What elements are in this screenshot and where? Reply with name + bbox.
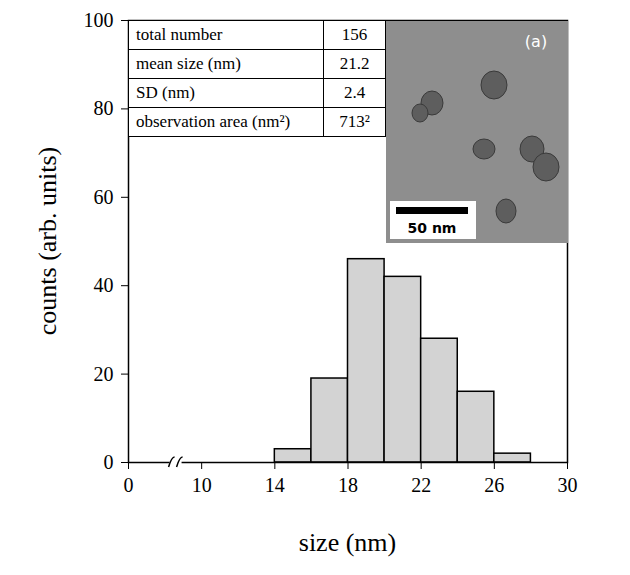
html-text:size (nm): size (nm) <box>298 528 397 557</box>
svg-text:80: 80 <box>94 97 114 119</box>
html-text:counts (arb. units): counts (arb. units) <box>33 146 62 336</box>
html-text:156: 156 <box>341 25 368 44</box>
svg-text:14: 14 <box>265 474 285 496</box>
html-text:observation area (nm²): observation area (nm²) <box>136 112 291 131</box>
html-text:mean size (nm): mean size (nm) <box>136 54 241 73</box>
svg-text:50 nm: 50 nm <box>408 220 457 236</box>
html-text:2.4: 2.4 <box>343 83 366 102</box>
svg-text:30: 30 <box>558 474 578 496</box>
svg-text:(a): (a) <box>525 32 547 51</box>
svg-text:22: 22 <box>411 474 431 496</box>
svg-text:10: 10 <box>192 474 212 496</box>
svg-text:100: 100 <box>84 9 114 31</box>
html-text:SD (nm): SD (nm) <box>136 83 195 102</box>
svg-text:20: 20 <box>94 363 114 385</box>
svg-text:18: 18 <box>338 474 358 496</box>
svg-text:60: 60 <box>94 186 114 208</box>
svg-text:26: 26 <box>484 474 504 496</box>
html-text:713²: 713² <box>339 112 370 131</box>
html-text:total number: total number <box>136 25 223 44</box>
svg-text:0: 0 <box>124 474 134 496</box>
svg-text:40: 40 <box>94 274 114 296</box>
html-text:21.2: 21.2 <box>339 54 370 73</box>
svg-text:0: 0 <box>104 451 114 473</box>
